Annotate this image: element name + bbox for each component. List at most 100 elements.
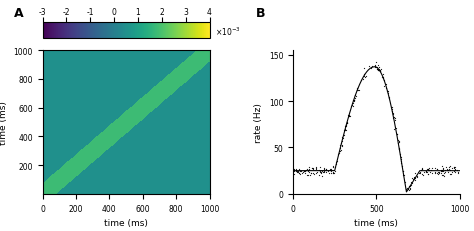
- Point: [393, 132, 401, 136]
- Point: [295, 168, 303, 171]
- Point: [424, 172, 432, 176]
- Point: [335, 153, 342, 156]
- Point: [399, 170, 406, 173]
- Point: [424, 167, 431, 171]
- Point: [344, 121, 351, 125]
- Point: [312, 166, 320, 169]
- Point: [419, 172, 426, 176]
- Point: [438, 174, 446, 177]
- Point: [361, 67, 368, 70]
- Point: [344, 114, 352, 118]
- Point: [332, 163, 340, 166]
- Point: [397, 157, 404, 161]
- Point: [393, 132, 401, 136]
- Point: [376, 70, 384, 74]
- Point: [406, 188, 414, 191]
- Point: [427, 171, 434, 175]
- Point: [318, 169, 326, 173]
- Point: [433, 167, 441, 171]
- Point: [337, 144, 344, 147]
- Point: [329, 171, 337, 175]
- Point: [325, 170, 332, 173]
- Point: [388, 108, 395, 112]
- Point: [322, 168, 329, 171]
- Point: [313, 171, 321, 175]
- Point: [391, 117, 399, 120]
- Point: [381, 85, 388, 88]
- Point: [419, 174, 427, 177]
- Point: [349, 105, 357, 109]
- Point: [304, 168, 311, 172]
- Point: [418, 168, 425, 172]
- Point: [368, 65, 375, 69]
- Point: [340, 134, 347, 138]
- Point: [336, 146, 344, 150]
- Point: [374, 67, 382, 71]
- Point: [351, 96, 358, 100]
- Point: [413, 175, 420, 178]
- Point: [325, 171, 333, 175]
- Point: [447, 172, 455, 176]
- Point: [441, 174, 448, 178]
- Point: [339, 137, 347, 141]
- Point: [322, 170, 329, 174]
- Point: [326, 168, 334, 172]
- Point: [436, 171, 443, 175]
- Point: [423, 168, 430, 171]
- Point: [341, 127, 348, 131]
- X-axis label: time (ms): time (ms): [104, 218, 148, 227]
- Point: [303, 167, 311, 171]
- Point: [305, 166, 313, 169]
- Point: [390, 116, 397, 120]
- Point: [377, 70, 384, 73]
- Point: [300, 169, 307, 173]
- Point: [295, 169, 303, 172]
- Point: [416, 171, 424, 175]
- Point: [391, 119, 399, 122]
- Point: [410, 176, 418, 179]
- Point: [309, 171, 317, 175]
- Point: [401, 180, 409, 184]
- Point: [428, 172, 436, 176]
- Point: [349, 99, 357, 103]
- Point: [367, 67, 374, 70]
- Point: [352, 94, 359, 97]
- Point: [411, 172, 419, 175]
- Point: [300, 170, 308, 173]
- Point: [433, 171, 440, 175]
- Point: [328, 171, 335, 175]
- Point: [447, 169, 454, 172]
- Point: [392, 126, 399, 130]
- Point: [350, 99, 358, 103]
- Point: [349, 102, 356, 106]
- Point: [301, 171, 309, 175]
- Text: B: B: [256, 7, 265, 20]
- Text: A: A: [14, 7, 24, 20]
- Point: [327, 169, 335, 173]
- Point: [320, 167, 328, 171]
- Point: [377, 67, 385, 71]
- Point: [439, 167, 447, 170]
- Point: [312, 172, 319, 175]
- Point: [354, 88, 361, 92]
- Y-axis label: rate (Hz): rate (Hz): [254, 103, 263, 142]
- Point: [414, 175, 421, 179]
- Point: [292, 168, 299, 171]
- Point: [331, 170, 338, 173]
- Point: [451, 170, 459, 174]
- Point: [376, 70, 383, 74]
- Point: [293, 169, 301, 173]
- Point: [304, 173, 312, 177]
- Point: [451, 167, 458, 171]
- Point: [451, 168, 459, 172]
- Point: [390, 115, 398, 119]
- Point: [294, 169, 302, 173]
- Point: [373, 68, 381, 72]
- Point: [386, 96, 393, 100]
- Point: [338, 136, 346, 139]
- Point: [318, 170, 325, 174]
- Point: [382, 83, 389, 87]
- Point: [306, 173, 314, 177]
- Point: [405, 188, 413, 191]
- Point: [418, 166, 425, 170]
